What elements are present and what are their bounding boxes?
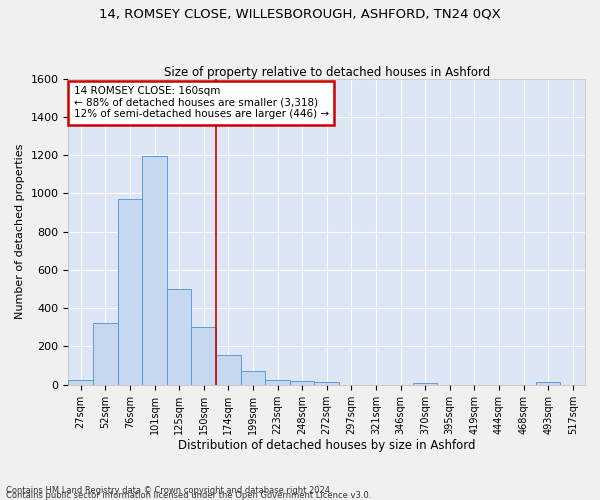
- Text: Contains HM Land Registry data © Crown copyright and database right 2024.: Contains HM Land Registry data © Crown c…: [6, 486, 332, 495]
- Bar: [314, 382, 339, 384]
- Text: 14, ROMSEY CLOSE, WILLESBOROUGH, ASHFORD, TN24 0QX: 14, ROMSEY CLOSE, WILLESBOROUGH, ASHFORD…: [99, 8, 501, 20]
- Bar: [142, 156, 167, 384]
- Text: Contains public sector information licensed under the Open Government Licence v3: Contains public sector information licen…: [6, 491, 371, 500]
- Bar: [536, 382, 560, 384]
- Title: Size of property relative to detached houses in Ashford: Size of property relative to detached ho…: [164, 66, 490, 78]
- Bar: [265, 380, 290, 384]
- Text: 14 ROMSEY CLOSE: 160sqm
← 88% of detached houses are smaller (3,318)
12% of semi: 14 ROMSEY CLOSE: 160sqm ← 88% of detache…: [74, 86, 329, 120]
- Bar: [216, 355, 241, 384]
- Bar: [118, 199, 142, 384]
- Bar: [93, 324, 118, 384]
- Bar: [167, 289, 191, 384]
- Bar: [68, 380, 93, 384]
- Bar: [413, 383, 437, 384]
- X-axis label: Distribution of detached houses by size in Ashford: Distribution of detached houses by size …: [178, 440, 475, 452]
- Bar: [290, 382, 314, 384]
- Y-axis label: Number of detached properties: Number of detached properties: [15, 144, 25, 320]
- Bar: [191, 328, 216, 384]
- Bar: [241, 372, 265, 384]
